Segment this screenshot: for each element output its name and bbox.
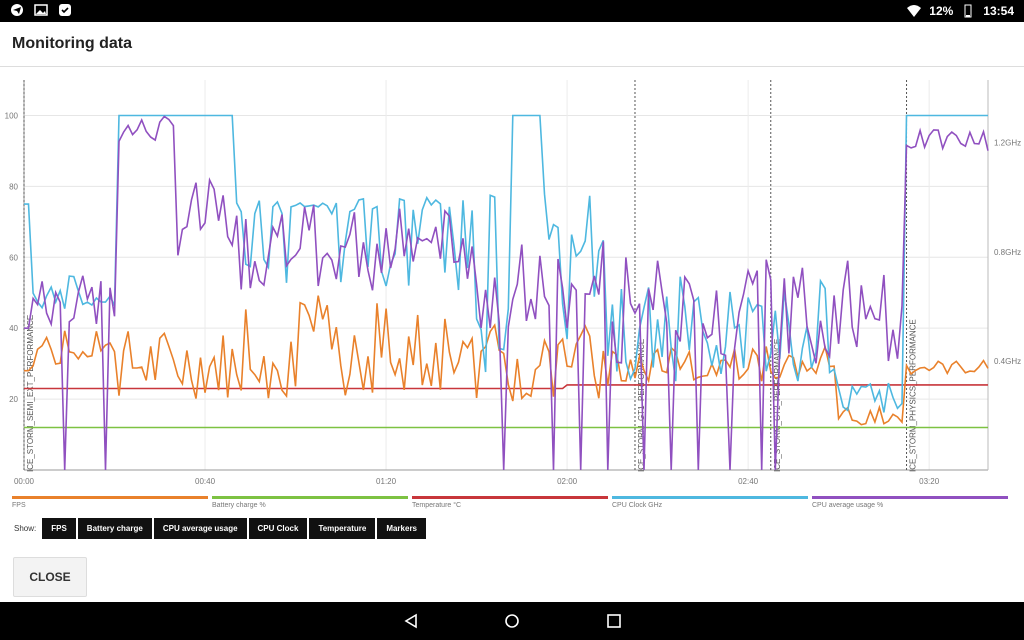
legend-item: Temperature °C — [412, 496, 608, 510]
test-marker-label: ICE_STORM_PHYSICS_PERFORMANCE — [909, 319, 918, 472]
y-tick-label: 60 — [9, 253, 18, 262]
recents-icon[interactable] — [605, 612, 623, 630]
legend-label: CPU Clock GHz — [612, 502, 663, 509]
legend-label: CPU average usage % — [812, 502, 884, 509]
home-icon[interactable] — [503, 612, 521, 630]
legend-swatch — [412, 496, 608, 499]
x-tick-label: 02:40 — [738, 477, 759, 486]
legend: FPS Battery charge % Temperature °C CPU Clo… — [12, 496, 1012, 510]
y-tick-label: 100 — [5, 111, 19, 120]
image-icon — [34, 4, 48, 16]
y-tick-label: 40 — [9, 324, 18, 333]
legend-label: Battery charge % — [212, 502, 266, 509]
x-tick-label: 00:40 — [195, 477, 216, 486]
back-icon[interactable] — [402, 612, 420, 630]
series-fps-line — [24, 295, 989, 426]
legend-swatch — [212, 496, 408, 499]
test-marker-label: ICE_STORM_SEMI_EXT_PERFORMANCE — [26, 315, 35, 472]
show-label: Show: — [14, 524, 37, 533]
clock: 13:54 — [983, 4, 1014, 18]
x-tick-label: 01:20 — [376, 477, 397, 486]
status-bar: 12% 13:54 — [0, 0, 1024, 22]
toggle-fps-button[interactable]: FPS — [42, 518, 76, 539]
legend-item: CPU Clock GHz — [612, 496, 808, 510]
series-cpu-usage-line — [24, 115, 989, 471]
notification-icon — [59, 4, 71, 16]
battery-percent: 12% — [929, 4, 954, 18]
y-right-tick-label: 0.8GHz — [994, 248, 1021, 257]
legend-label: FPS — [12, 502, 26, 509]
wifi-icon — [907, 5, 922, 17]
navigation-bar — [0, 602, 1024, 640]
app-bar: Monitoring data — [0, 22, 1024, 67]
legend-label: Temperature °C — [412, 502, 462, 509]
legend-item: CPU average usage % — [812, 496, 1008, 510]
monitoring-chart: 20 40 60 80 100 00:00 00:40 01:20 02:00 02:40 03:2… — [5, 80, 1021, 486]
toggle-cpu-average-usage-button[interactable]: CPU average usage — [153, 518, 247, 539]
y-right-tick-label: 1.2GHz — [994, 139, 1021, 148]
close-button[interactable]: CLOSE — [13, 557, 87, 597]
series-cpu-clock-line — [24, 114, 988, 413]
toggle-battery-charge-button[interactable]: Battery charge — [77, 518, 152, 539]
show-toggles: Show: FPS Battery charge CPU average usa… — [14, 518, 426, 539]
x-tick-label: 00:00 — [14, 477, 35, 486]
legend-swatch — [12, 496, 208, 499]
toggle-markers-button[interactable]: Markers — [377, 518, 426, 539]
toggle-cpu-clock-button[interactable]: CPU Clock — [248, 518, 308, 539]
toggle-temperature-button[interactable]: Temperature — [309, 518, 376, 539]
x-tick-label: 02:00 — [557, 477, 578, 486]
x-tick-label: 03:20 — [919, 477, 940, 486]
legend-swatch — [812, 496, 1008, 499]
legend-swatch — [612, 496, 808, 499]
telegram-icon — [11, 4, 23, 16]
battery-icon — [964, 4, 972, 18]
legend-item: Battery charge % — [212, 496, 408, 510]
y-tick-label: 20 — [9, 395, 18, 404]
page-title: Monitoring data — [12, 35, 132, 52]
legend-item: FPS — [12, 496, 208, 510]
y-tick-label: 80 — [9, 182, 18, 191]
y-right-tick-label: 0.4GHz — [994, 357, 1021, 366]
